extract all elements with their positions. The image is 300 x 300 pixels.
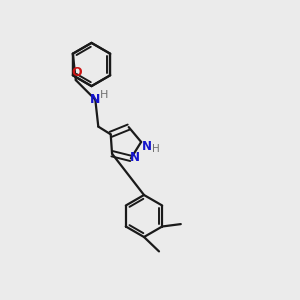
Text: H: H [100,90,108,100]
Text: H: H [152,143,160,154]
Text: N: N [130,151,140,164]
Text: O: O [71,66,82,80]
Text: N: N [142,140,152,153]
Text: N: N [90,93,101,106]
